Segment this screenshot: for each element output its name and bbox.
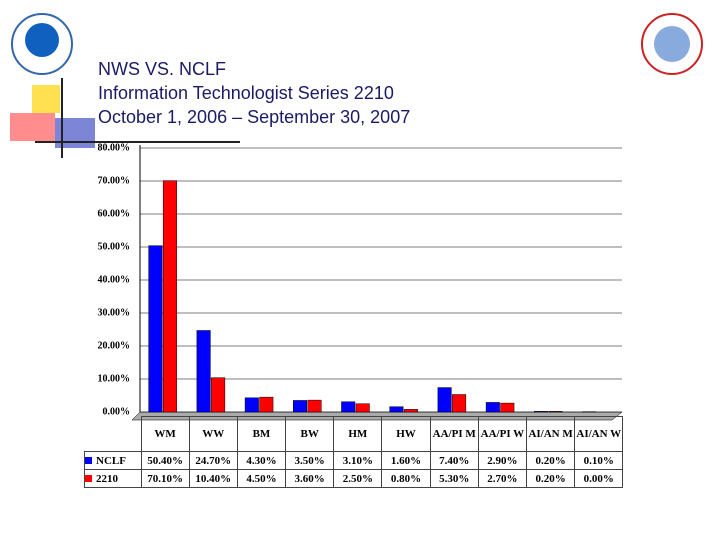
data-label: 7.40% xyxy=(429,451,479,470)
subtitle: Information Technologist Series 2210 xyxy=(98,83,394,103)
bar xyxy=(548,411,563,413)
bar xyxy=(162,180,177,413)
data-label: 0.10% xyxy=(574,451,624,470)
data-label: 50.40% xyxy=(140,451,190,470)
y-tick-label: 40.00% xyxy=(98,274,131,285)
x-tick-label: BW xyxy=(285,416,335,452)
data-label: 3.50% xyxy=(285,451,335,470)
legend-label: 2210 xyxy=(96,472,118,485)
bar xyxy=(148,245,163,413)
data-label: 4.50% xyxy=(236,469,287,488)
y-tick-label: 60.00% xyxy=(98,208,131,219)
table-header-row: WM WW BM BW HM HW AA/PI M AA/PI W AI/AN M AI/AN W xyxy=(85,416,624,452)
bar xyxy=(437,387,452,413)
nws-logo-inner xyxy=(654,26,690,62)
bar xyxy=(259,396,274,413)
bar xyxy=(244,397,259,413)
title: NWS VS. NCLF xyxy=(98,59,226,79)
y-tick-label: 0.00% xyxy=(103,406,131,417)
table-row: NCLF 50.40% 24.70% 4.30% 3.50% 3.10% 1.60% 7.40… xyxy=(84,451,624,470)
x-tick-label: AA/PI M xyxy=(429,416,479,452)
decor-yellow xyxy=(32,85,60,113)
bar xyxy=(389,406,404,413)
bar xyxy=(403,409,418,413)
data-label: 3.10% xyxy=(333,451,383,470)
bar xyxy=(485,402,500,413)
y-tick-label: 30.00% xyxy=(98,307,131,318)
x-tick-label: WW xyxy=(188,416,238,452)
table-corner xyxy=(85,417,142,452)
bar xyxy=(452,394,467,413)
data-table: WM WW BM BW HM HW AA/PI M AA/PI W AI/AN M AI/AN W… xyxy=(84,416,624,488)
bar xyxy=(307,399,322,413)
data-label: 10.40% xyxy=(188,469,238,488)
data-label: 0.20% xyxy=(525,469,576,488)
legend-swatch xyxy=(85,475,92,483)
data-label: 70.10% xyxy=(140,469,190,488)
data-label: 5.30% xyxy=(429,469,479,488)
data-label: 0.00% xyxy=(574,469,624,488)
bar xyxy=(293,400,308,413)
legend-entry: 2210 xyxy=(84,469,142,488)
y-tick-label: 50.00% xyxy=(98,241,131,252)
data-label: 24.70% xyxy=(188,451,238,470)
x-tick-label: AI/AN W xyxy=(574,416,624,452)
data-label: 2.70% xyxy=(477,469,528,488)
subtitle: October 1, 2006 – September 30, 2007 xyxy=(98,107,410,127)
data-label: 2.90% xyxy=(477,451,528,470)
y-tick-label: 70.00% xyxy=(98,175,131,186)
data-label: 1.60% xyxy=(381,451,431,470)
bar xyxy=(500,402,515,413)
x-tick-label: WM xyxy=(140,416,190,452)
x-tick-label: AA/PI W xyxy=(477,416,528,452)
legend-swatch xyxy=(85,457,92,465)
bar xyxy=(196,330,211,413)
data-label: 2.50% xyxy=(333,469,383,488)
bar xyxy=(341,401,356,413)
x-tick-label: HW xyxy=(381,416,431,452)
x-tick-label: BM xyxy=(236,416,287,452)
legend-label: NCLF xyxy=(96,454,126,467)
bar xyxy=(534,411,549,413)
data-label: 3.60% xyxy=(285,469,335,488)
y-tick-label: 10.00% xyxy=(98,373,131,384)
decor-red xyxy=(10,113,55,141)
bar xyxy=(211,377,226,413)
data-label: 0.80% xyxy=(381,469,431,488)
legend-entry: NCLF xyxy=(84,451,142,470)
bar xyxy=(355,403,370,413)
x-tick-label: HM xyxy=(333,416,383,452)
data-label: 0.20% xyxy=(525,451,576,470)
data-label: 4.30% xyxy=(236,451,287,470)
y-tick-label: 80.00% xyxy=(98,142,131,153)
table-row: 2210 70.10% 10.40% 4.50% 3.60% 2.50% 0.80% 5.30… xyxy=(84,469,624,488)
y-tick-label: 20.00% xyxy=(98,340,131,351)
noaa-logo-inner xyxy=(25,23,59,57)
x-tick-label: AI/AN M xyxy=(525,416,576,452)
